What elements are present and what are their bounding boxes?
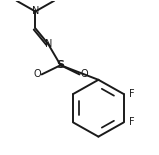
Text: F: F xyxy=(129,89,135,99)
Text: N: N xyxy=(45,40,52,49)
Text: N: N xyxy=(32,7,39,16)
Text: F: F xyxy=(129,117,135,127)
Text: O: O xyxy=(80,69,88,79)
Text: O: O xyxy=(33,69,41,79)
Text: S: S xyxy=(57,60,65,70)
